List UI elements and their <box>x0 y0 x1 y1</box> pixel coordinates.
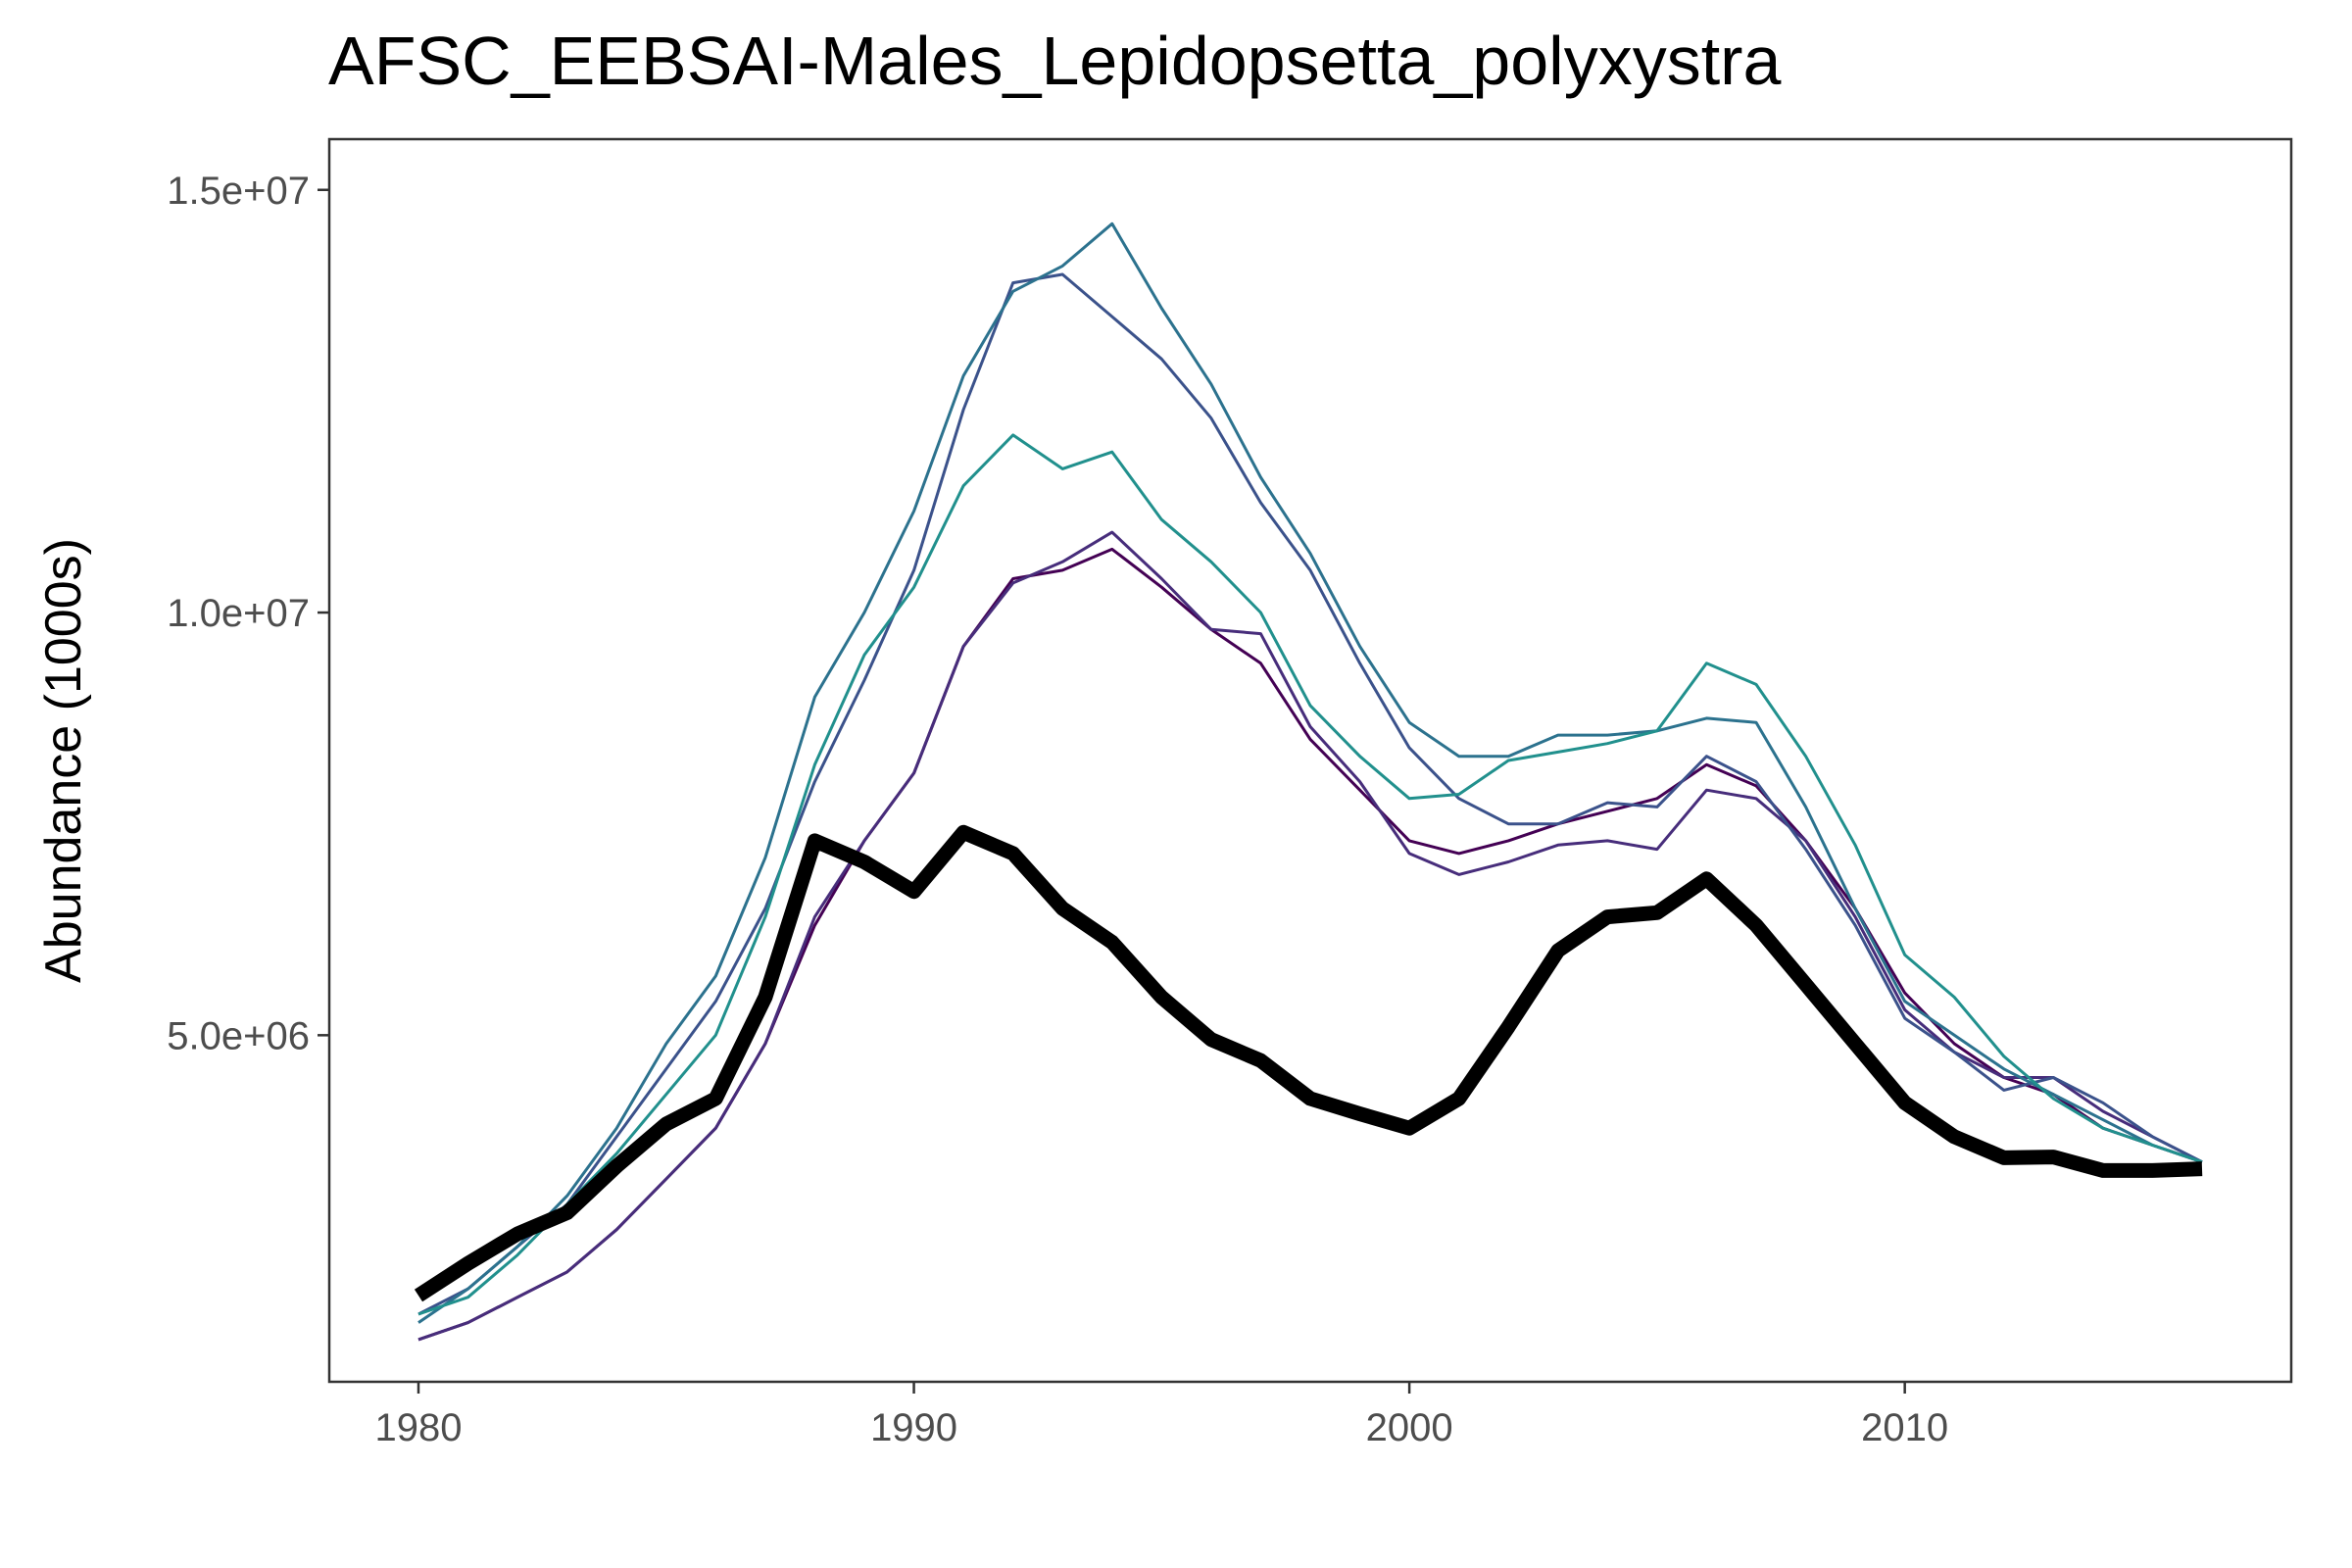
chart-title: AFSC_EEBSAI-Males_Lepidopsetta_polyxystr… <box>328 23 1782 99</box>
y-tick-label: 5.0e+06 <box>167 1014 310 1057</box>
series-layer <box>414 221 2203 1342</box>
series-line-1 <box>417 547 2203 1342</box>
y-axis: 5.0e+06 1.0e+07 1.5e+07 <box>167 170 329 1057</box>
plot-panel <box>327 137 2293 1384</box>
series-line-3 <box>417 272 2203 1316</box>
y-tick-label: 1.5e+07 <box>167 170 310 213</box>
x-tick-label: 2000 <box>1366 1406 1453 1449</box>
x-tick-label: 2010 <box>1861 1406 1948 1449</box>
series-line-4 <box>417 221 2203 1324</box>
x-axis: 1980 1990 2000 2010 <box>375 1382 1948 1449</box>
series-line-5 <box>417 433 2203 1316</box>
series-line-6 <box>414 824 2203 1302</box>
y-tick-label: 1.0e+07 <box>167 592 310 635</box>
series-line-2 <box>417 530 2203 1342</box>
x-tick-label: 1990 <box>870 1406 957 1449</box>
x-tick-label: 1980 <box>375 1406 463 1449</box>
y-axis-title: Abundance (1000s) <box>35 538 92 983</box>
